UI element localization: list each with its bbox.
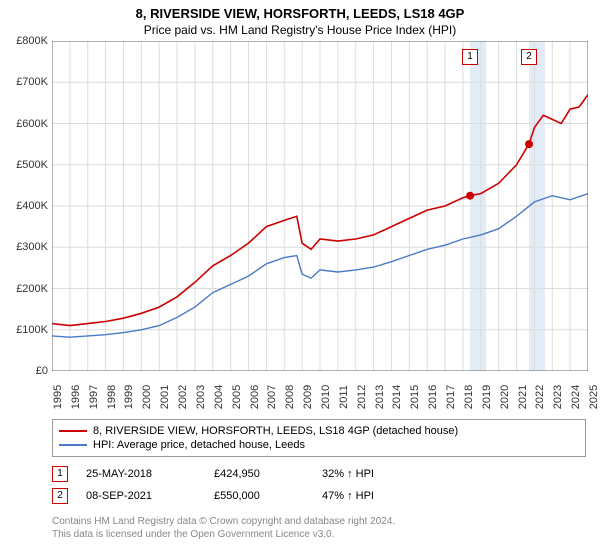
- chart-svg: [52, 41, 588, 371]
- sale-date: 08-SEP-2021: [86, 490, 196, 502]
- x-axis-tick: 2017: [445, 385, 457, 409]
- footer-attribution: Contains HM Land Registry data © Crown c…: [52, 515, 586, 541]
- legend-label: 8, RIVERSIDE VIEW, HORSFORTH, LEEDS, LS1…: [93, 425, 458, 437]
- sale-row: 2 08-SEP-2021 £550,000 47% ↑ HPI: [52, 485, 586, 507]
- x-axis-tick: 2002: [177, 385, 189, 409]
- sale-pct-vs-hpi: 47% ↑ HPI: [322, 490, 422, 502]
- x-axis-tick: 1996: [70, 385, 82, 409]
- chart-plot-area: £0£100K£200K£300K£400K£500K£600K£700K£80…: [52, 41, 588, 371]
- sale-point: [466, 192, 474, 200]
- sale-marker-label: 2: [521, 49, 537, 65]
- x-axis-tick: 2016: [427, 385, 439, 409]
- chart-subtitle: Price paid vs. HM Land Registry's House …: [0, 21, 600, 41]
- x-axis-tick: 2009: [302, 385, 314, 409]
- x-axis-tick: 2014: [391, 385, 403, 409]
- sale-price: £550,000: [214, 490, 304, 502]
- x-axis-tick: 2019: [481, 385, 493, 409]
- x-axis-tick: 2011: [338, 385, 350, 409]
- sales-table: 1 25-MAY-2018 £424,950 32% ↑ HPI 2 08-SEP-202…: [52, 463, 586, 507]
- x-axis-tick: 2008: [284, 385, 296, 409]
- x-axis-tick: 2007: [266, 385, 278, 409]
- x-axis-tick: 2003: [195, 385, 207, 409]
- x-axis-tick: 2018: [463, 385, 475, 409]
- y-axis-tick: £300K: [2, 241, 48, 253]
- x-axis-tick: 2024: [570, 385, 582, 409]
- y-axis-tick: £0: [2, 365, 48, 377]
- y-axis-tick: £600K: [2, 118, 48, 130]
- sale-index-badge: 1: [52, 466, 68, 482]
- legend-box: 8, RIVERSIDE VIEW, HORSFORTH, LEEDS, LS1…: [52, 419, 586, 457]
- sale-marker-label: 1: [462, 49, 478, 65]
- y-axis-tick: £700K: [2, 76, 48, 88]
- x-axis-tick: 2025: [588, 385, 600, 409]
- sale-price: £424,950: [214, 468, 304, 480]
- x-axis-tick: 1997: [88, 385, 100, 409]
- legend-label: HPI: Average price, detached house, Leed…: [93, 439, 305, 451]
- y-axis-tick: £800K: [2, 35, 48, 47]
- x-axis-tick: 1998: [106, 385, 118, 409]
- y-axis-tick: £200K: [2, 283, 48, 295]
- legend-item: 8, RIVERSIDE VIEW, HORSFORTH, LEEDS, LS1…: [59, 424, 579, 438]
- x-axis-tick: 2006: [249, 385, 261, 409]
- x-axis-tick: 2004: [213, 385, 225, 409]
- y-axis-tick: £100K: [2, 324, 48, 336]
- sale-date: 25-MAY-2018: [86, 468, 196, 480]
- x-axis-tick: 2001: [159, 385, 171, 409]
- y-axis-tick: £500K: [2, 159, 48, 171]
- x-axis-tick: 2023: [552, 385, 564, 409]
- x-axis-tick: 2010: [320, 385, 332, 409]
- x-axis-tick: 2022: [534, 385, 546, 409]
- sale-point: [525, 140, 533, 148]
- x-axis-tick: 2000: [141, 385, 153, 409]
- x-axis-tick: 2013: [374, 385, 386, 409]
- y-axis-tick: £400K: [2, 200, 48, 212]
- x-axis-tick: 1999: [123, 385, 135, 409]
- sale-index-badge: 2: [52, 488, 68, 504]
- x-axis-tick: 2015: [409, 385, 421, 409]
- footer-line: This data is licensed under the Open Gov…: [52, 528, 586, 541]
- x-axis-tick: 2020: [499, 385, 511, 409]
- legend-item: HPI: Average price, detached house, Leed…: [59, 438, 579, 452]
- x-axis-tick: 2021: [517, 385, 529, 409]
- legend-swatch: [59, 444, 87, 446]
- x-axis-tick: 2005: [231, 385, 243, 409]
- x-axis-tick: 1995: [52, 385, 64, 409]
- chart-container: 8, RIVERSIDE VIEW, HORSFORTH, LEEDS, LS1…: [0, 0, 600, 560]
- sale-row: 1 25-MAY-2018 £424,950 32% ↑ HPI: [52, 463, 586, 485]
- x-axis-tick: 2012: [356, 385, 368, 409]
- legend-swatch: [59, 430, 87, 432]
- chart-title: 8, RIVERSIDE VIEW, HORSFORTH, LEEDS, LS1…: [0, 0, 600, 21]
- footer-line: Contains HM Land Registry data © Crown c…: [52, 515, 586, 528]
- sale-pct-vs-hpi: 32% ↑ HPI: [322, 468, 422, 480]
